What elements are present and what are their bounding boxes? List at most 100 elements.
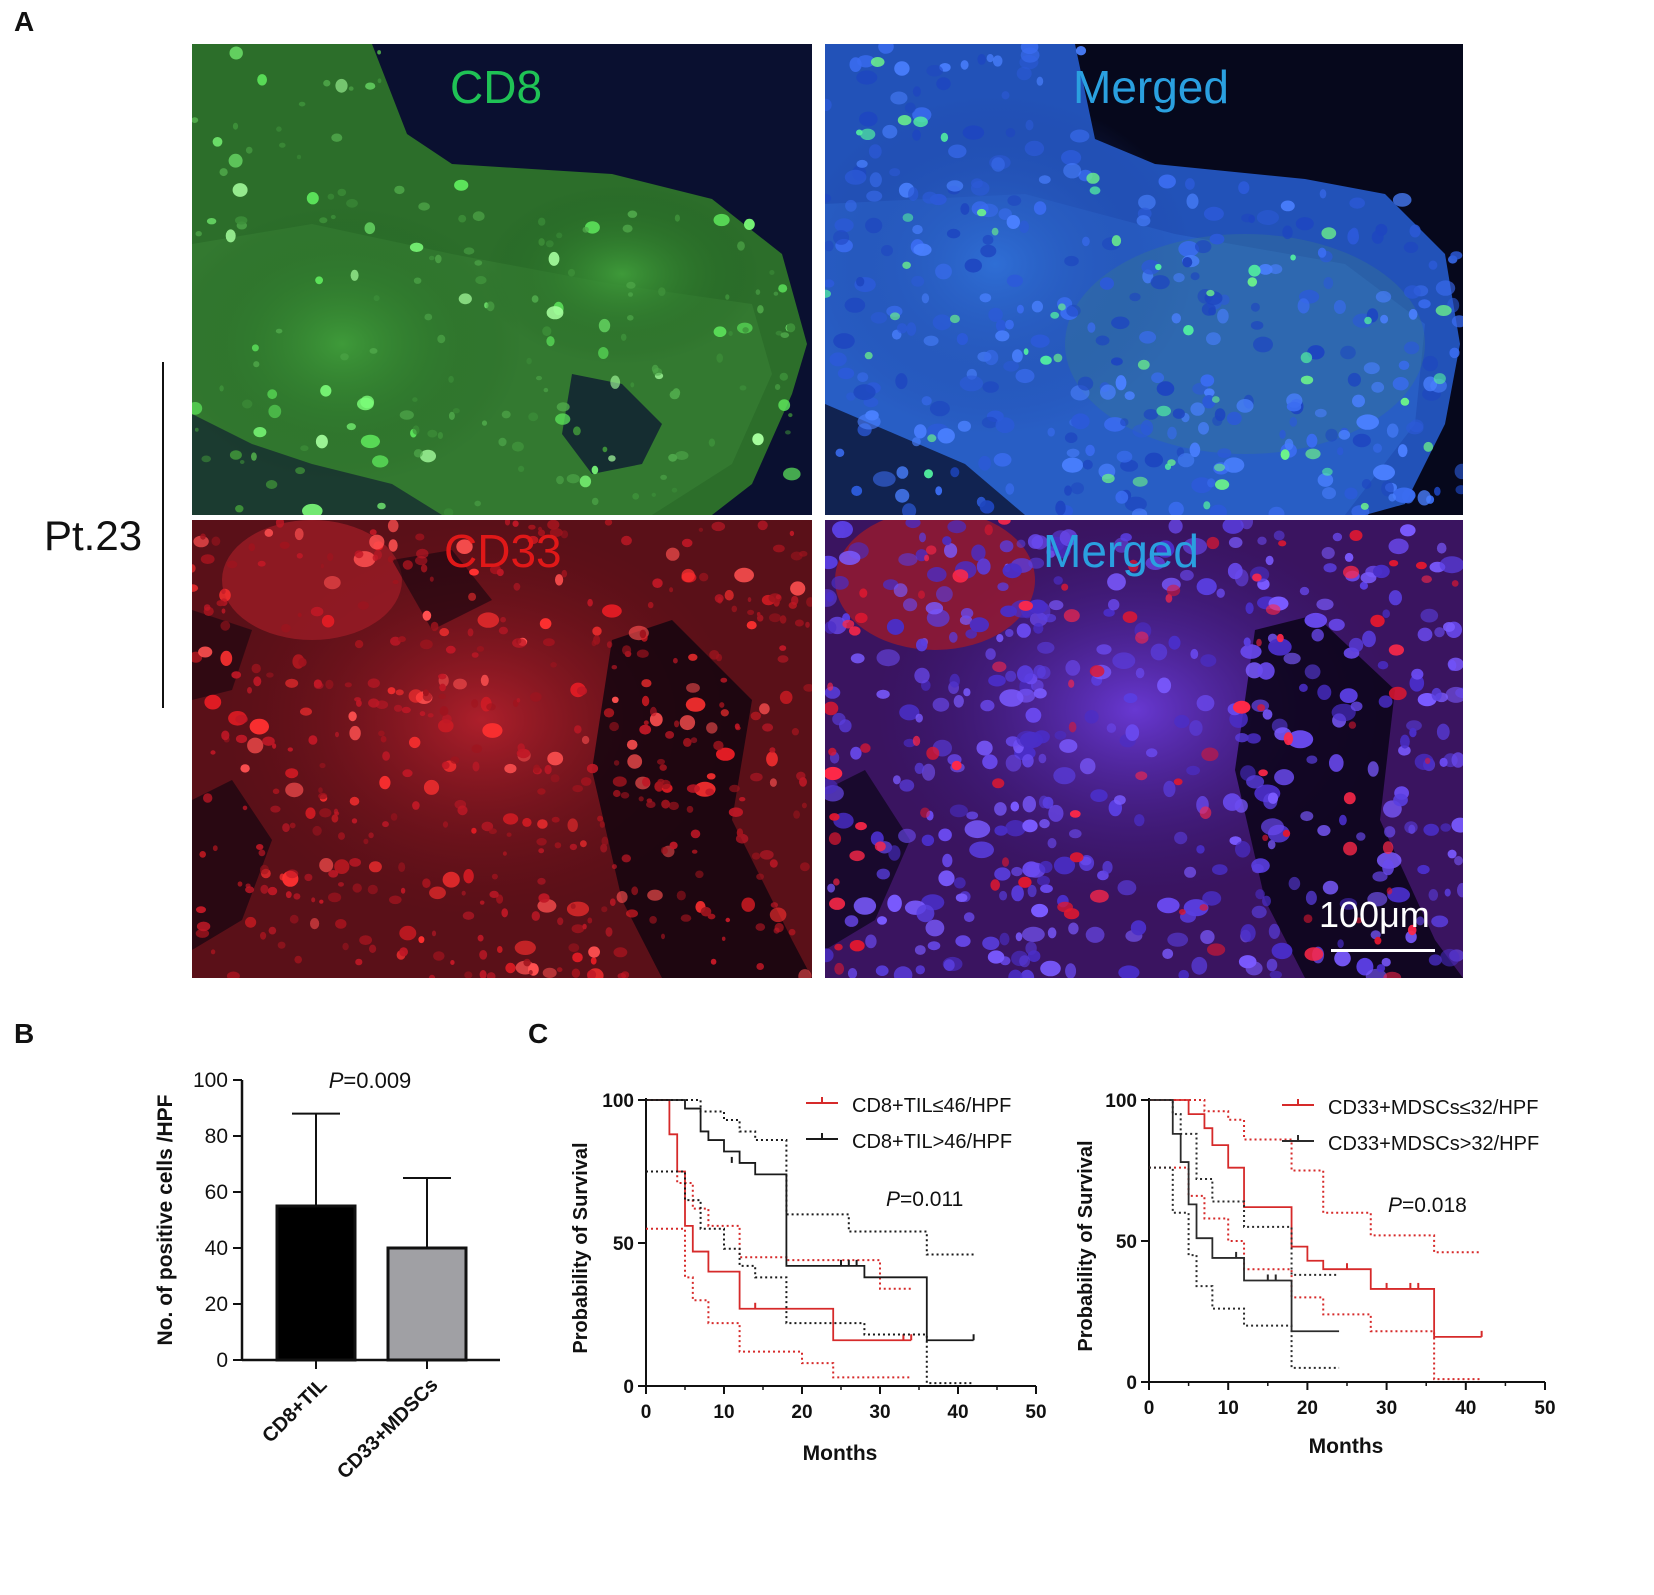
fluorescent-cell: [864, 351, 873, 360]
fluorescent-cell: [916, 638, 928, 652]
fluorescent-cell: [992, 778, 1005, 789]
fluorescent-cell: [681, 538, 693, 548]
fluorescent-cell: [620, 333, 627, 341]
fluorescent-cell: [439, 628, 450, 637]
fluorescent-cell: [706, 773, 716, 780]
fluorescent-cell: [1373, 443, 1382, 453]
fluorescent-cell: [828, 832, 842, 845]
fluorescent-cell: [1279, 429, 1286, 439]
km-cd33-legend-2: CD33+MDSCs>32/HPF: [1328, 1133, 1539, 1155]
fluorescent-cell: [1344, 552, 1354, 562]
km-y-tick-label: 0: [1126, 1373, 1137, 1394]
fluorescent-cell: [586, 970, 597, 978]
fluorescent-cell: [229, 46, 243, 60]
fluorescent-cell: [675, 451, 689, 460]
fluorescent-cell: [912, 735, 921, 746]
fluorescent-cell: [572, 785, 584, 793]
fluorescent-cell: [980, 244, 997, 258]
fluorescent-cell: [1400, 397, 1410, 406]
fluorescent-cell: [1005, 670, 1017, 682]
fluorescent-cell: [1278, 540, 1287, 547]
fluorescent-cell: [1246, 775, 1265, 789]
fluorescent-cell: [665, 731, 675, 739]
fluorescent-cell: [1068, 721, 1077, 733]
fluorescent-cell: [965, 629, 977, 639]
fluorescent-cell: [661, 799, 670, 809]
fluorescent-cell: [437, 432, 443, 439]
km-x-tick-label: 0: [641, 1402, 652, 1423]
fluorescent-cell: [715, 653, 723, 662]
fluorescent-cell: [849, 57, 862, 72]
fluorescent-cell: [1206, 332, 1221, 346]
fluorescent-cell: [788, 413, 793, 418]
fluorescent-cell: [1403, 241, 1419, 253]
fluorescent-cell: [1322, 880, 1339, 895]
fluorescent-cell: [1240, 924, 1256, 942]
fluorescent-cell: [999, 932, 1010, 946]
fluorescent-cell: [906, 322, 917, 336]
fluorescent-cell: [1305, 890, 1317, 905]
fluorescent-cell: [570, 903, 576, 909]
fluorescent-cell: [319, 899, 324, 904]
fluorescent-cell: [1011, 885, 1024, 902]
fluorescent-cell: [643, 720, 649, 725]
fluorescent-cell: [602, 604, 622, 618]
fluorescent-cell: [924, 469, 933, 479]
fluorescent-cell: [1222, 520, 1244, 534]
fluorescent-cell: [1053, 353, 1063, 363]
fluorescent-cell: [479, 970, 487, 978]
fluorescent-cell: [574, 725, 582, 734]
fluorescent-cell: [450, 756, 460, 764]
fluorescent-cell: [556, 475, 564, 485]
fluorescent-cell: [1196, 845, 1205, 854]
fluorescent-cell: [412, 397, 418, 402]
fluorescent-cell: [1202, 891, 1222, 906]
fluorescent-cell: [452, 408, 460, 414]
fluorescent-cell: [422, 878, 431, 888]
fluorescent-cell: [498, 437, 507, 447]
fluorescent-cell: [212, 845, 218, 852]
fluorescent-cell: [1053, 767, 1076, 785]
fluorescent-cell: [1378, 695, 1393, 708]
fluorescent-cell: [1349, 197, 1365, 209]
fluorescent-cell: [328, 892, 342, 903]
fluorescent-cell: [613, 947, 628, 958]
fluorescent-cell: [389, 895, 402, 905]
fluorescent-cell: [468, 592, 477, 601]
fluorescent-cell: [1025, 119, 1034, 131]
fluorescent-cell: [929, 400, 950, 417]
fluorescent-cell: [630, 382, 635, 388]
fluorescent-cell: [686, 805, 694, 813]
fluorescent-cell: [1111, 357, 1123, 366]
fluorescent-cell: [1050, 311, 1060, 319]
fluorescent-cell: [517, 743, 525, 752]
fluorescent-cell: [344, 682, 352, 688]
fluorescent-cell: [1141, 259, 1160, 275]
fluorescent-cell: [267, 886, 278, 896]
fluorescent-cell: [1388, 686, 1407, 701]
fluorescent-cell: [368, 698, 380, 708]
fluorescent-cell: [463, 247, 475, 255]
fluorescent-cell: [1200, 374, 1215, 387]
fluorescent-cell: [1124, 496, 1147, 512]
patient-label: Pt.23: [44, 512, 143, 559]
km-x-tick-label: 20: [791, 1402, 812, 1423]
fluorescent-cell: [1256, 638, 1262, 647]
fluorescent-cell: [626, 281, 636, 289]
fluorescent-cell: [1382, 859, 1394, 876]
fluorescent-cell: [1157, 897, 1180, 914]
fluorescent-cell: [755, 289, 761, 295]
fluorescent-cell: [1362, 630, 1376, 648]
fluorescent-cell: [1297, 298, 1310, 314]
fluorescent-cell: [581, 735, 590, 745]
fluorescent-cell: [1206, 289, 1215, 297]
fluorescent-cell: [1337, 939, 1344, 948]
fluorescent-cell: [247, 737, 264, 754]
fluorescent-cell: [330, 214, 336, 220]
fluorescent-cell: [1363, 362, 1380, 375]
fluorescent-cell: [1434, 627, 1445, 638]
fluorescent-cell: [1340, 345, 1356, 360]
fluorescent-cell: [259, 864, 269, 875]
fluorescent-cell: [1246, 733, 1261, 744]
fluorescent-cell: [857, 372, 869, 382]
